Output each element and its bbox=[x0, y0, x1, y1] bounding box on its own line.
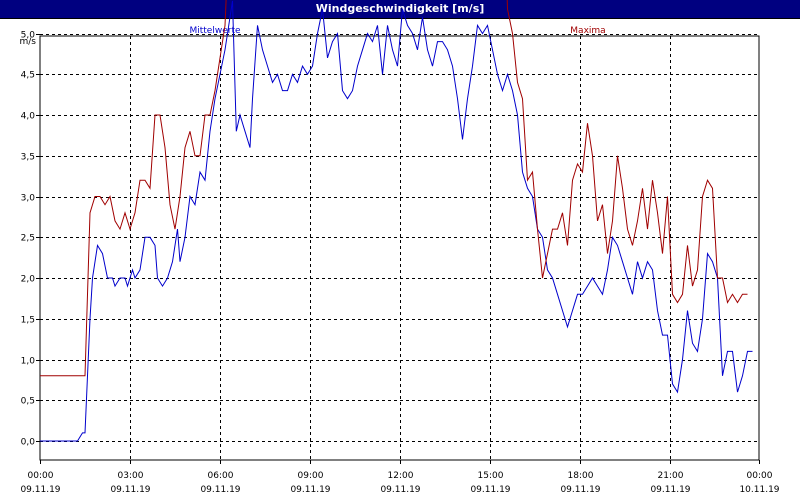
y-tick-label: 4,5 bbox=[21, 71, 35, 81]
title-bar: Windgeschwindigkeit [m/s] bbox=[0, 0, 800, 19]
x-tick-label-date: 09.11.19 bbox=[470, 485, 510, 495]
x-tick-label-time: 15:00 bbox=[478, 471, 504, 481]
y-tick-label: 0,5 bbox=[21, 397, 35, 407]
legend-maxima: Maxima bbox=[570, 26, 605, 36]
x-tick-label-date: 09.11.19 bbox=[380, 485, 420, 495]
x-tick-label-time: 00:00 bbox=[747, 471, 773, 481]
x-tick-label-date: 09.11.19 bbox=[290, 485, 330, 495]
x-tick-label-date: 09.11.19 bbox=[650, 485, 690, 495]
x-tick-label-date: 09.11.19 bbox=[200, 485, 240, 495]
y-tick-label: 0,0 bbox=[21, 438, 36, 448]
legend-mittelwerte: Mittelwerte bbox=[189, 26, 240, 36]
x-tick-label-time: 09:00 bbox=[298, 471, 324, 481]
series-line-mittelwerte bbox=[40, 0, 753, 442]
x-tick-label-date: 09.11.19 bbox=[110, 485, 150, 495]
x-tick-label-time: 03:00 bbox=[118, 471, 144, 481]
y-tick-label: 1,5 bbox=[21, 316, 35, 326]
x-tick-label-time: 12:00 bbox=[388, 471, 414, 481]
plot-area bbox=[39, 35, 760, 461]
chart-title: Windgeschwindigkeit [m/s] bbox=[315, 2, 485, 15]
y-tick-label: 3,5 bbox=[21, 153, 35, 163]
x-tick-label-date: 10.11.19 bbox=[739, 485, 779, 495]
x-tick-label-time: 21:00 bbox=[658, 471, 684, 481]
y-tick-label: 5,0 bbox=[21, 31, 36, 41]
y-tick-label: 2,5 bbox=[21, 234, 35, 244]
x-tick-label-date: 09.11.19 bbox=[20, 485, 60, 495]
x-tick-label-time: 00:00 bbox=[28, 471, 54, 481]
y-tick-label: 4,0 bbox=[21, 112, 36, 122]
x-tick-label-time: 06:00 bbox=[208, 471, 234, 481]
x-tick-label-time: 18:00 bbox=[568, 471, 594, 481]
y-tick-label: 1,0 bbox=[21, 357, 36, 367]
x-tick-label-date: 09.11.19 bbox=[560, 485, 600, 495]
y-tick-label: 3,0 bbox=[21, 194, 36, 204]
series-line-maxima bbox=[40, 0, 748, 377]
y-axis-label: m/s bbox=[20, 37, 37, 47]
y-tick-label: 2,0 bbox=[21, 275, 36, 285]
